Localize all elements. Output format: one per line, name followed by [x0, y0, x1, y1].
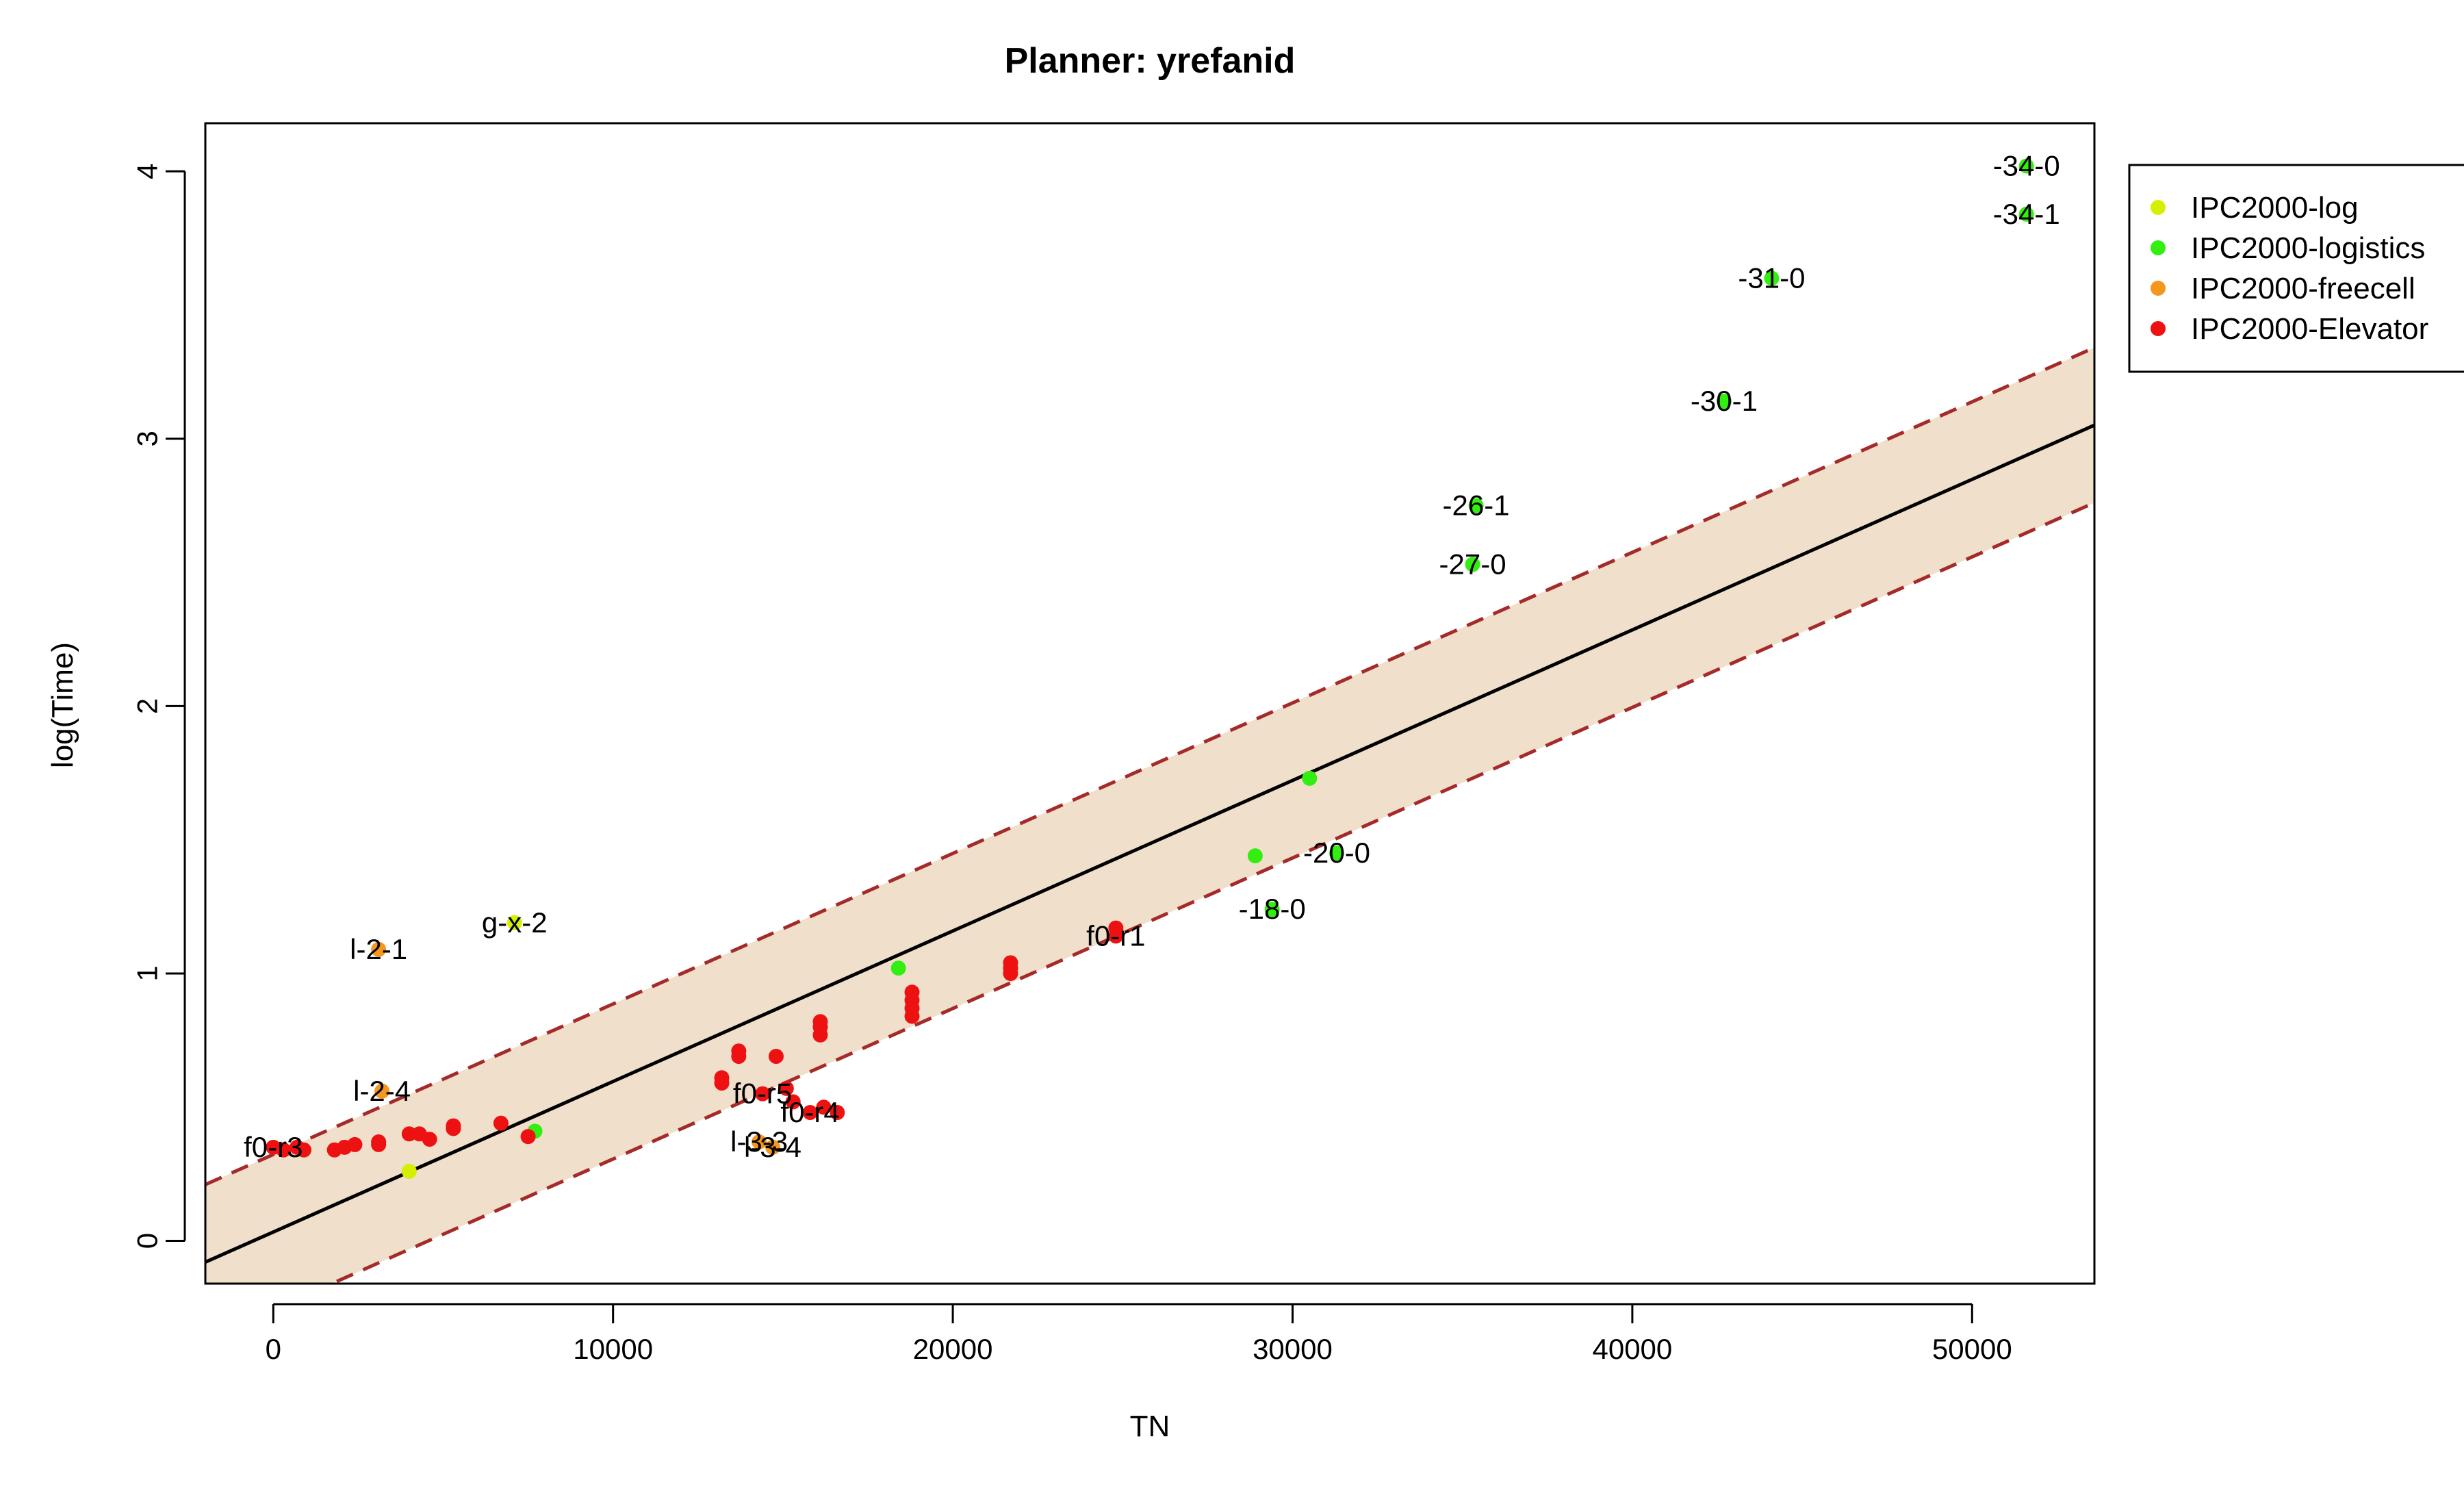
point-label: l-3-4	[744, 1131, 801, 1163]
point-label: f0-r4	[780, 1096, 839, 1128]
data-point	[812, 1014, 828, 1030]
data-point	[1264, 902, 1280, 917]
x-tick-label: 40000	[1592, 1333, 1672, 1365]
y-tick-label: 0	[131, 1233, 164, 1249]
data-point	[1465, 557, 1480, 572]
legend-marker	[2151, 240, 2166, 255]
legend: IPC2000-log IPC2000-logistics IPC2000-free…	[2128, 164, 2464, 373]
point-label: -34-1	[1993, 198, 2060, 230]
x-tick-label: 10000	[573, 1333, 653, 1365]
legend-entry: IPC2000-freecell	[2191, 272, 2415, 305]
data-point	[802, 1105, 818, 1121]
data-point	[1247, 848, 1263, 864]
y-tick-label: 1	[131, 965, 164, 981]
data-point	[1764, 270, 1780, 286]
point-label: -26-1	[1443, 489, 1510, 521]
legend-entry: IPC2000-Elevator	[2191, 312, 2428, 346]
data-point	[276, 1142, 292, 1158]
data-point	[768, 1049, 784, 1065]
point-label: f0-r1	[1086, 919, 1145, 952]
data-point	[904, 984, 920, 1000]
data-point	[446, 1118, 461, 1134]
chart-title: Planner: yrefanid	[1005, 41, 1296, 81]
point-label: l-2-4	[353, 1075, 411, 1107]
data-point	[493, 1115, 509, 1131]
data-point	[422, 1132, 437, 1147]
point-label: -34-0	[1993, 149, 2060, 181]
data-point	[752, 1134, 767, 1150]
data-point	[830, 1105, 845, 1121]
y-tick-label: 3	[131, 431, 164, 446]
data-point	[1003, 955, 1018, 971]
legend-box	[2128, 164, 2464, 373]
data-point	[2018, 206, 2034, 222]
data-point	[1716, 394, 1732, 409]
point-label: -20-0	[1303, 837, 1370, 869]
plot-area: g-x-2 -34-0 -34-1 -31-0 -30-1 -26-1 -27-0 -20-0…	[205, 149, 2094, 1284]
data-point	[1108, 920, 1124, 936]
data-point	[1468, 498, 1484, 513]
x-tick-label: 50000	[1932, 1333, 2012, 1365]
data-point	[1302, 770, 1318, 786]
legend-entry: IPC2000-log	[2191, 191, 2359, 225]
x-tick-label: 0	[266, 1333, 281, 1365]
point-label: g-x-2	[482, 906, 548, 939]
data-points	[266, 158, 2034, 1179]
data-point	[401, 1163, 417, 1179]
x-axis: 0 10000 20000 30000 40000 50000	[266, 1303, 2012, 1365]
data-point	[2018, 158, 2034, 174]
plot-frame	[204, 122, 2096, 1285]
data-point	[816, 1099, 832, 1115]
point-label: -30-1	[1691, 385, 1758, 417]
confidence-band-fill	[205, 347, 2094, 1284]
data-point	[785, 1094, 801, 1110]
confidence-band	[205, 346, 2094, 1284]
legend-marker	[2151, 281, 2166, 296]
legend-marker	[2151, 321, 2166, 336]
point-label: -18-0	[1239, 893, 1306, 925]
legend-entry: IPC2000-logistics	[2191, 231, 2425, 265]
data-point	[731, 1043, 747, 1059]
data-point	[755, 1086, 771, 1102]
data-point	[778, 1080, 794, 1096]
regression-line-group	[205, 423, 2094, 1264]
point-labels: g-x-2 -34-0 -34-1 -31-0 -30-1 -26-1 -27-0 -20-0…	[244, 149, 2060, 1162]
data-point	[506, 915, 522, 930]
data-point	[1329, 845, 1345, 861]
data-point	[890, 960, 906, 976]
point-label: -27-0	[1439, 548, 1506, 580]
data-point	[371, 1134, 387, 1150]
y-axis: 0 1 2 3 4	[131, 164, 186, 1249]
point-label: l-3-3	[730, 1125, 788, 1158]
data-point	[714, 1070, 730, 1086]
data-point	[765, 1139, 780, 1155]
y-tick-label: 4	[131, 164, 164, 179]
x-axis-label: TN	[1130, 1410, 1170, 1443]
data-point	[296, 1142, 311, 1158]
regression-line	[205, 423, 2094, 1264]
y-tick-label: 2	[131, 698, 164, 714]
x-tick-label: 30000	[1253, 1333, 1333, 1365]
legend-marker	[2151, 200, 2166, 215]
point-label: f0-r3	[244, 1131, 303, 1163]
point-label: f0-r5	[733, 1078, 792, 1110]
data-point	[374, 1083, 390, 1099]
point-label: -31-0	[1738, 262, 1805, 294]
y-axis-label: log(Time)	[46, 642, 79, 768]
x-tick-label: 20000	[913, 1333, 993, 1365]
data-point	[347, 1136, 363, 1152]
data-point	[520, 1129, 536, 1145]
data-point	[371, 941, 387, 957]
point-label: l-2-1	[350, 933, 407, 965]
